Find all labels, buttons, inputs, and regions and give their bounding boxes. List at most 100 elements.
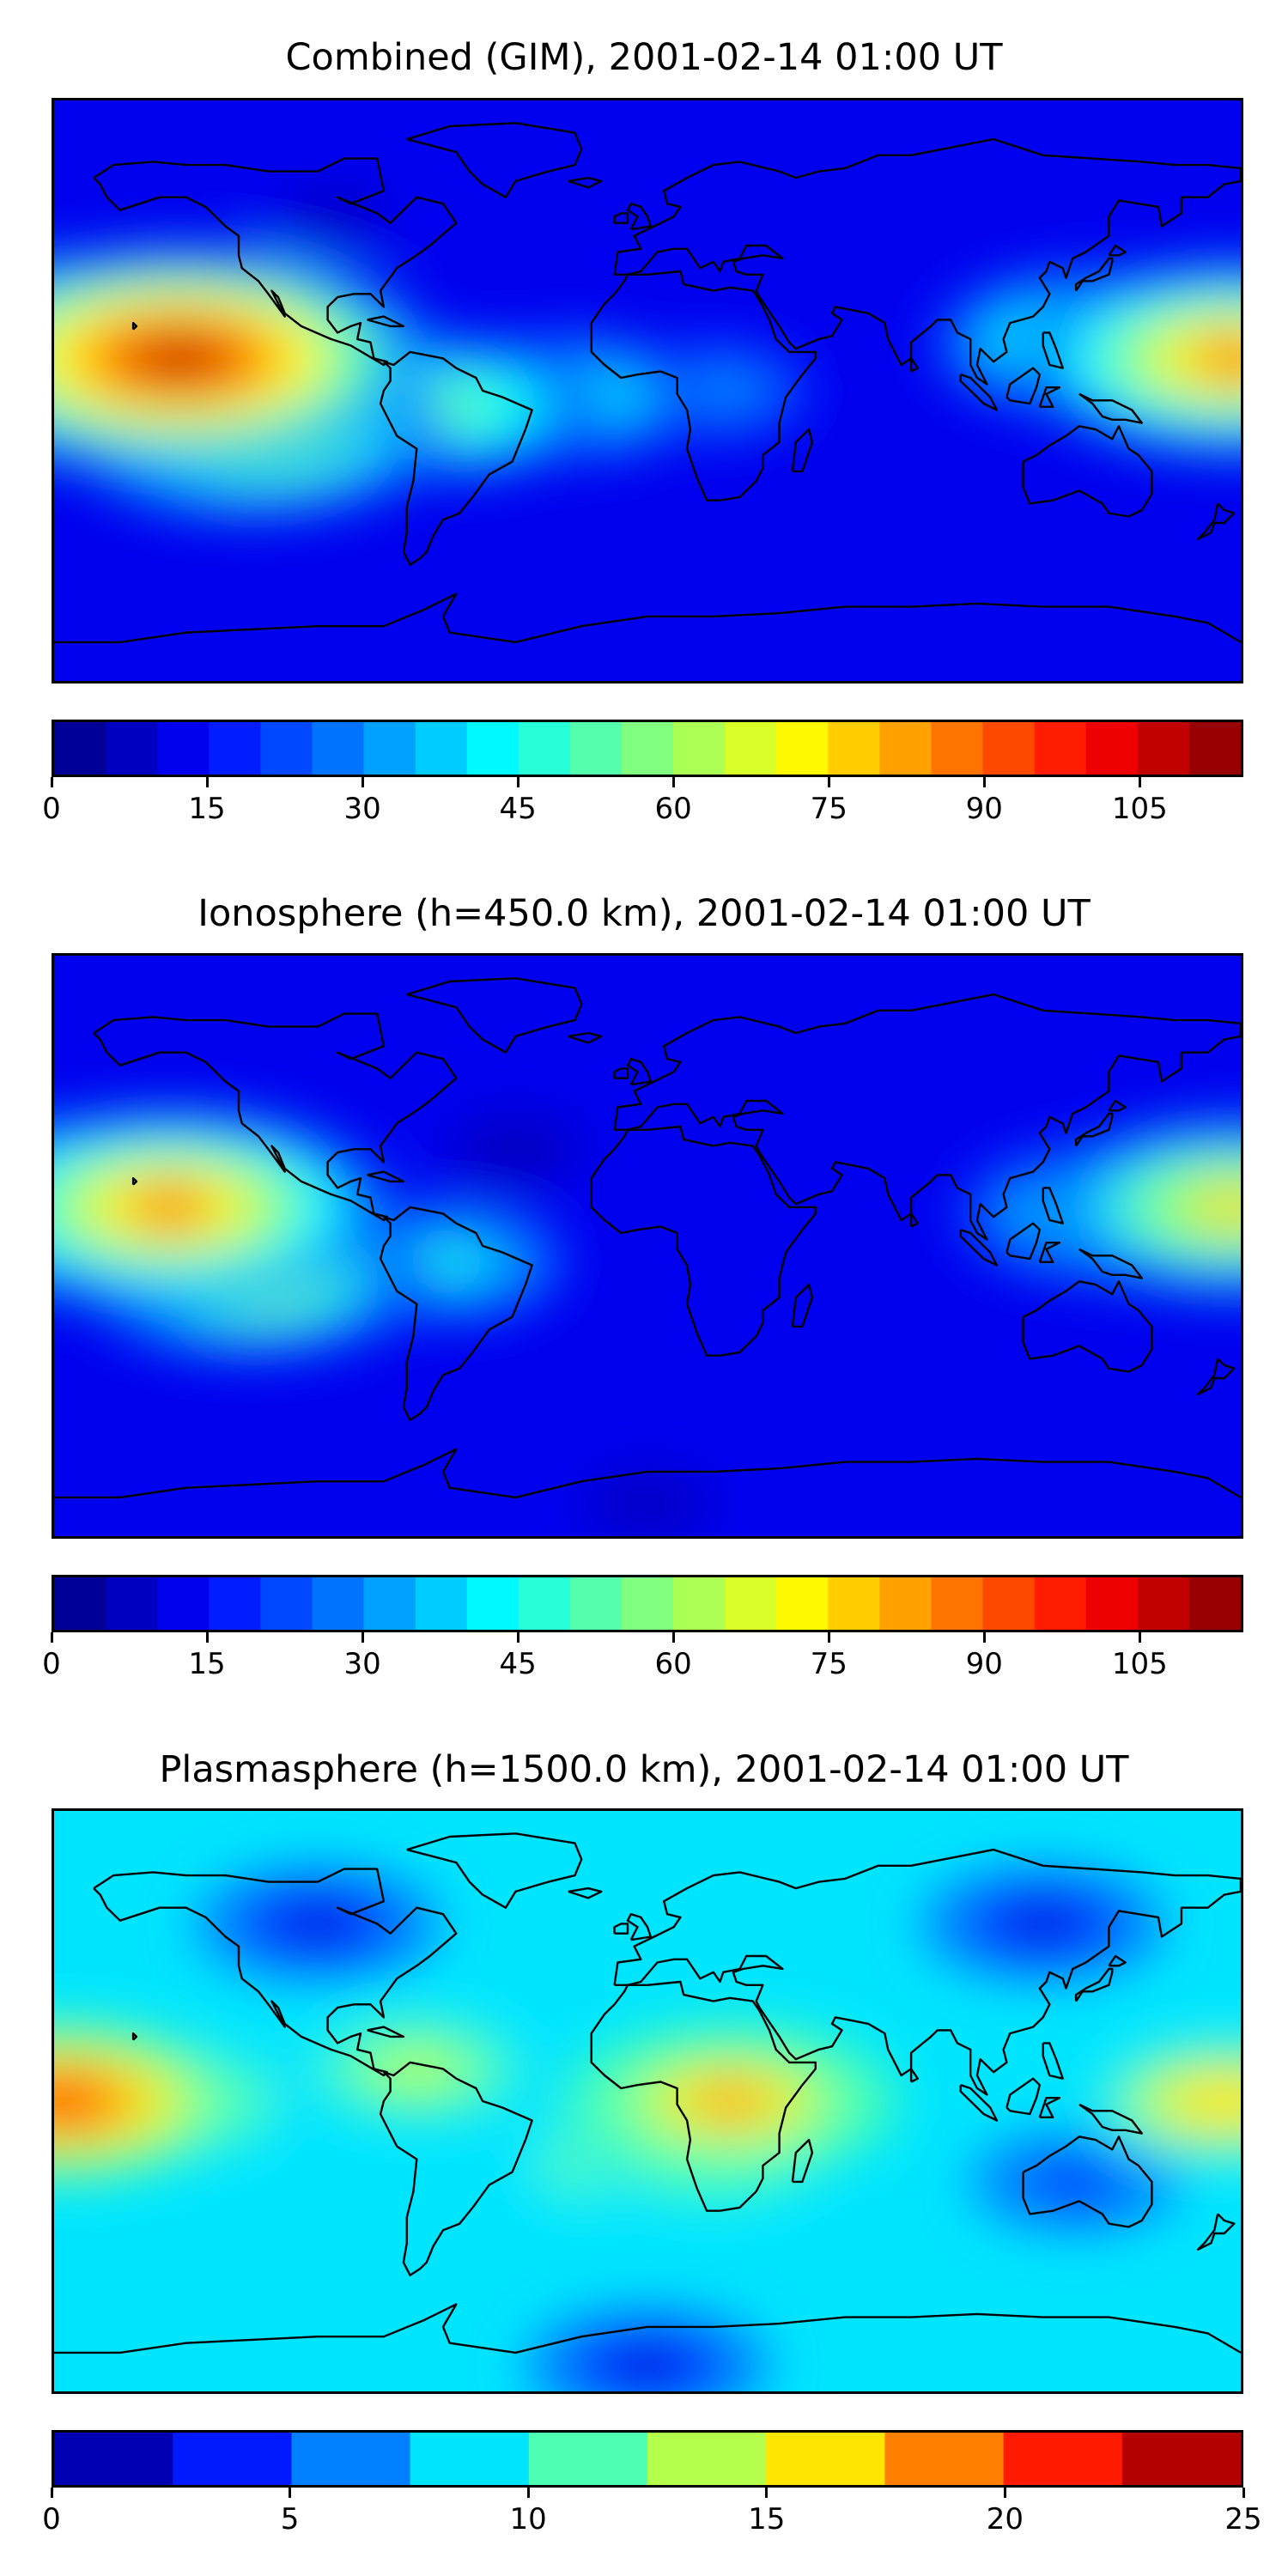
colorbar-swatch	[466, 722, 519, 775]
colorbar-swatch	[173, 2433, 292, 2485]
colorbar-svg-combined	[54, 722, 1241, 775]
colorbar-swatch	[410, 2433, 530, 2485]
field-blob-Caribbean	[392, 2057, 441, 2081]
ireland-outline	[613, 1067, 629, 1079]
colorbar-swatch	[828, 722, 880, 775]
philippines-outline	[1042, 1187, 1064, 1224]
map-svg-plasmasphere	[54, 1811, 1241, 2391]
colorbar-combined	[52, 720, 1243, 777]
sulawesi-outline	[1038, 386, 1061, 408]
eurasia-outline	[613, 137, 1241, 386]
coastlines	[54, 1832, 1241, 2354]
colorbar-swatch	[1034, 1577, 1087, 1630]
colorbar-tick-label: 75	[810, 1647, 848, 1681]
colorbar-swatch	[828, 1577, 880, 1630]
colorbar-tick-mark	[516, 777, 519, 787]
cuba-outline	[367, 1170, 405, 1183]
colorbar-tick-mark	[361, 1632, 364, 1643]
colorbar-swatch	[209, 1577, 261, 1630]
colorbar-tick-label: 0	[42, 792, 61, 826]
north-america-outline	[93, 157, 458, 367]
colorbar-swatch	[776, 1577, 829, 1630]
new-zealand-outline	[1196, 2213, 1236, 2251]
hawaii-outline	[131, 321, 138, 331]
field-blob-North-Atlantic	[498, 1140, 533, 1157]
colorbar-tick-label: 25	[1224, 2502, 1262, 2537]
colorbar-svg-plasmasphere	[54, 2433, 1241, 2485]
field-blob-Antarctica	[632, 641, 663, 657]
colorbar-swatch	[291, 2433, 411, 2485]
map-svg-combined	[54, 100, 1241, 681]
sulawesi-outline	[1038, 2097, 1061, 2118]
colorbar-tick-mark	[1003, 2488, 1006, 2498]
colorbar-swatch	[54, 722, 106, 775]
colorbar-tick-mark	[361, 777, 364, 787]
borneo-outline	[1005, 367, 1042, 405]
north-america-outline	[93, 1012, 458, 1222]
map-ionosphere	[52, 953, 1243, 1539]
philippines-outline	[1042, 331, 1064, 369]
eurasia-outline	[613, 1848, 1241, 2096]
colorbar-tick-mark	[50, 1632, 53, 1643]
colorbar-swatch	[647, 2433, 767, 2485]
new-guinea-outline	[1078, 392, 1144, 424]
colorbar-swatch	[363, 722, 416, 775]
colorbar-ionosphere	[52, 1575, 1243, 1632]
colorbar-tick-label: 105	[1111, 792, 1168, 826]
new-guinea-outline	[1078, 2103, 1144, 2135]
japan-outline	[1074, 1967, 1114, 2002]
colorbar-tick-mark	[50, 777, 53, 787]
colorbar-swatch	[1085, 1577, 1139, 1630]
colorbar-tick-label: 30	[343, 1647, 381, 1681]
colorbar-tick-mark	[50, 2488, 53, 2498]
south-america-outline	[379, 350, 533, 566]
colorbar-swatch	[982, 1577, 1036, 1630]
colorbar-swatch	[1121, 2433, 1241, 2485]
colorbar-swatch	[776, 722, 829, 775]
colorbar-swatch	[1188, 722, 1241, 775]
colorbar-swatch	[884, 2433, 1005, 2485]
map-plasmasphere	[52, 1808, 1243, 2394]
field-blob-Pacific-dateline-edge	[54, 2085, 96, 2117]
ireland-outline	[613, 212, 629, 224]
japan-outline	[1074, 257, 1114, 292]
colorbar-tick-label: 75	[810, 792, 848, 826]
hokkaido-outline	[1108, 244, 1127, 257]
colorbar-tick-label: 20	[986, 2502, 1024, 2537]
colorbar-swatch	[1188, 1577, 1241, 1630]
africa-outline	[590, 1125, 817, 1357]
colorbar-ticks-ionosphere: 0 15 30 45 60 75 90 105	[42, 1632, 1243, 1684]
field-blob-Siberia	[1018, 1912, 1068, 1935]
colorbar-swatch	[621, 1577, 674, 1630]
colorbar-swatch	[725, 722, 777, 775]
colorbar-tick-label: 45	[499, 1647, 537, 1681]
colorbar-swatch	[879, 722, 933, 775]
colorbar-swatch	[106, 722, 158, 775]
colorbar-swatch	[673, 722, 726, 775]
new-zealand-outline	[1196, 502, 1236, 540]
colorbar-tick-mark	[516, 1632, 519, 1643]
colorbar-tick-mark	[982, 777, 986, 787]
africa-outline	[590, 1980, 817, 2212]
colorbar-swatch	[673, 1577, 726, 1630]
colorbar-swatch	[157, 722, 210, 775]
colorbar-tick-mark	[289, 2488, 292, 2498]
iceland-outline	[568, 1886, 603, 1899]
colorbar-tick-mark	[827, 777, 830, 787]
colorbar-swatch	[1085, 722, 1139, 775]
cuba-outline	[367, 2026, 405, 2038]
field-blob-Antarctica	[623, 2354, 672, 2378]
colorbar-tick-mark	[205, 777, 209, 787]
madagascar-outline	[791, 428, 814, 473]
coastlines	[54, 122, 1241, 644]
colorbar-swatch	[363, 1577, 416, 1630]
hawaii-outline	[131, 1176, 138, 1186]
colorbar-tick-label: 15	[188, 1647, 226, 1681]
colorbar-swatch	[1003, 2433, 1123, 2485]
australia-outline	[1022, 2136, 1153, 2228]
field-blobs	[54, 171, 1241, 681]
colorbar-tick-mark	[526, 2488, 530, 2498]
chart-title-combined: Combined (GIM), 2001-02-14 01:00 UT	[285, 36, 1003, 79]
british-isles-outline	[626, 1057, 652, 1086]
sri-lanka-outline	[909, 2068, 919, 2083]
